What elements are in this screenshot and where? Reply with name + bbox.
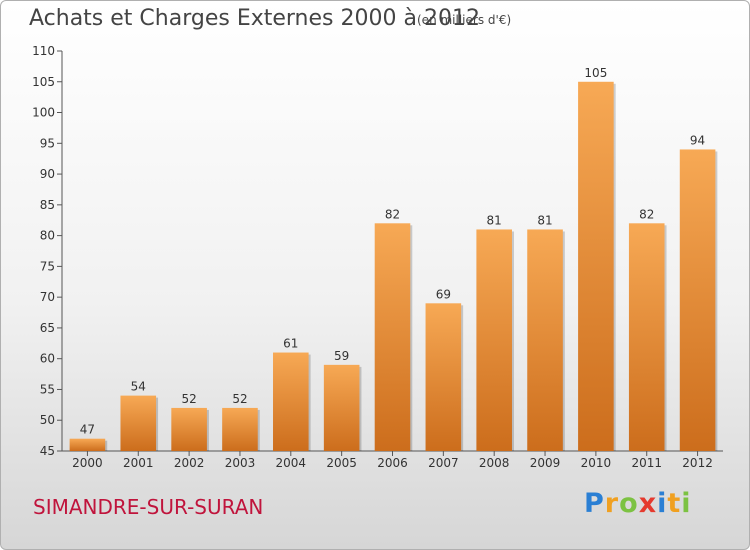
bar (628, 223, 665, 451)
bar (222, 407, 258, 451)
bar (120, 395, 157, 451)
y-tick-label: 45 (40, 444, 55, 458)
logo-letter: o (619, 488, 639, 519)
x-tick-label: 2000 (72, 456, 103, 470)
bar (578, 81, 614, 452)
bar (273, 352, 309, 451)
bar (476, 229, 512, 451)
chart-title: Achats et Charges Externes 2000 à 2012 (29, 6, 480, 31)
bar-value-label: 82 (639, 207, 654, 221)
bar (171, 407, 207, 451)
bar (374, 223, 411, 451)
bar-value-label: 52 (181, 392, 196, 406)
y-tick-label: 65 (40, 321, 55, 335)
y-tick-label: 70 (40, 290, 55, 304)
bar (323, 364, 360, 451)
y-tick-label: 60 (40, 352, 55, 366)
x-tick-label: 2012 (682, 456, 713, 470)
x-tick-label: 2002 (174, 456, 205, 470)
bar (69, 438, 106, 451)
bar-value-label: 61 (283, 337, 298, 351)
bar (527, 229, 563, 451)
x-axis: 2000 2001 2002 2003 2004 2005 2006 2007 2008 2009… (62, 450, 723, 470)
y-tick-label: 75 (40, 259, 55, 273)
chart-unit: (en milliers d'€) (417, 13, 512, 27)
bar-value-label: 105 (584, 66, 607, 80)
y-tick-label: 50 (40, 413, 55, 427)
bar-value-label: 81 (487, 213, 502, 227)
x-tick-label: 2001 (123, 456, 154, 470)
bar (679, 149, 716, 451)
x-tick-label: 2008 (479, 456, 510, 470)
y-tick-label: 110 (32, 44, 55, 58)
x-tick-label: 2004 (276, 456, 307, 470)
bar-value-label: 82 (385, 207, 400, 221)
bar-value-label: 54 (131, 380, 146, 394)
bar-value-label: 94 (690, 133, 705, 147)
x-tick-label: 2010 (581, 456, 612, 470)
y-tick-label: 90 (40, 167, 55, 181)
logo-letter: r (604, 488, 620, 519)
y-tick-label: 95 (40, 136, 55, 150)
location-name: SIMANDRE-SUR-SURAN (33, 495, 264, 519)
y-axis: 45 50 55 60 65 70 75 80 85 90 95 100 105 110 (32, 44, 63, 458)
y-tick-label: 105 (32, 75, 55, 89)
bar-value-label: 47 (80, 423, 95, 437)
x-tick-label: 2005 (326, 456, 357, 470)
logo-letter: i (681, 488, 692, 519)
bars: 47 54 52 52 61 59 82 69 81 81 105 82 94 (69, 66, 718, 452)
y-tick-label: 85 (40, 198, 55, 212)
y-tick-label: 100 (32, 106, 55, 120)
logo-letter: t (667, 488, 682, 519)
bar-value-label: 52 (232, 392, 247, 406)
x-tick-label: 2003 (225, 456, 256, 470)
y-tick-label: 55 (40, 382, 55, 396)
x-tick-label: 2009 (530, 456, 561, 470)
bar-value-label: 69 (436, 287, 451, 301)
bar (425, 303, 462, 451)
x-tick-label: 2007 (428, 456, 459, 470)
x-tick-label: 2006 (377, 456, 408, 470)
y-tick-label: 80 (40, 229, 55, 243)
x-tick-label: 2011 (631, 456, 662, 470)
logo-letter: P (584, 488, 605, 519)
logo-letter: x (638, 488, 658, 519)
bar-value-label: 59 (334, 349, 349, 363)
bar-value-label: 81 (537, 213, 552, 227)
logo-letter: i (657, 488, 668, 519)
proxiti-logo[interactable]: Proxiti (584, 488, 692, 519)
